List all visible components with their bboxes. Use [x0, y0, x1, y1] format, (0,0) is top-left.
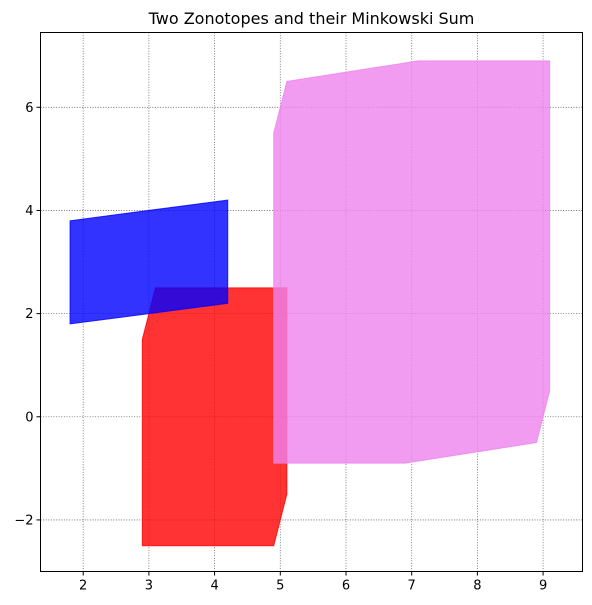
y-tick-label: 4: [25, 204, 33, 219]
zonotope-polygon-2: [70, 200, 228, 324]
x-tick-label: 9: [539, 579, 547, 594]
y-tick-label: −2: [14, 513, 33, 528]
x-tick-label: 2: [79, 579, 87, 594]
y-tick-label: 2: [25, 307, 33, 322]
x-tick-label: 6: [342, 579, 350, 594]
x-tick-label: 8: [473, 579, 481, 594]
y-tick-label: 0: [25, 410, 33, 425]
x-tick-label: 3: [145, 579, 153, 594]
zonotope-polygon-3: [274, 61, 550, 463]
x-tick-label: 7: [408, 579, 416, 594]
y-tick-label: 6: [25, 101, 33, 116]
zonotope-polygon-1: [142, 288, 287, 546]
x-tick-label: 4: [210, 579, 218, 594]
x-tick-label: 5: [276, 579, 284, 594]
chart-title: Two Zonotopes and their Minkowski Sum: [148, 9, 475, 28]
